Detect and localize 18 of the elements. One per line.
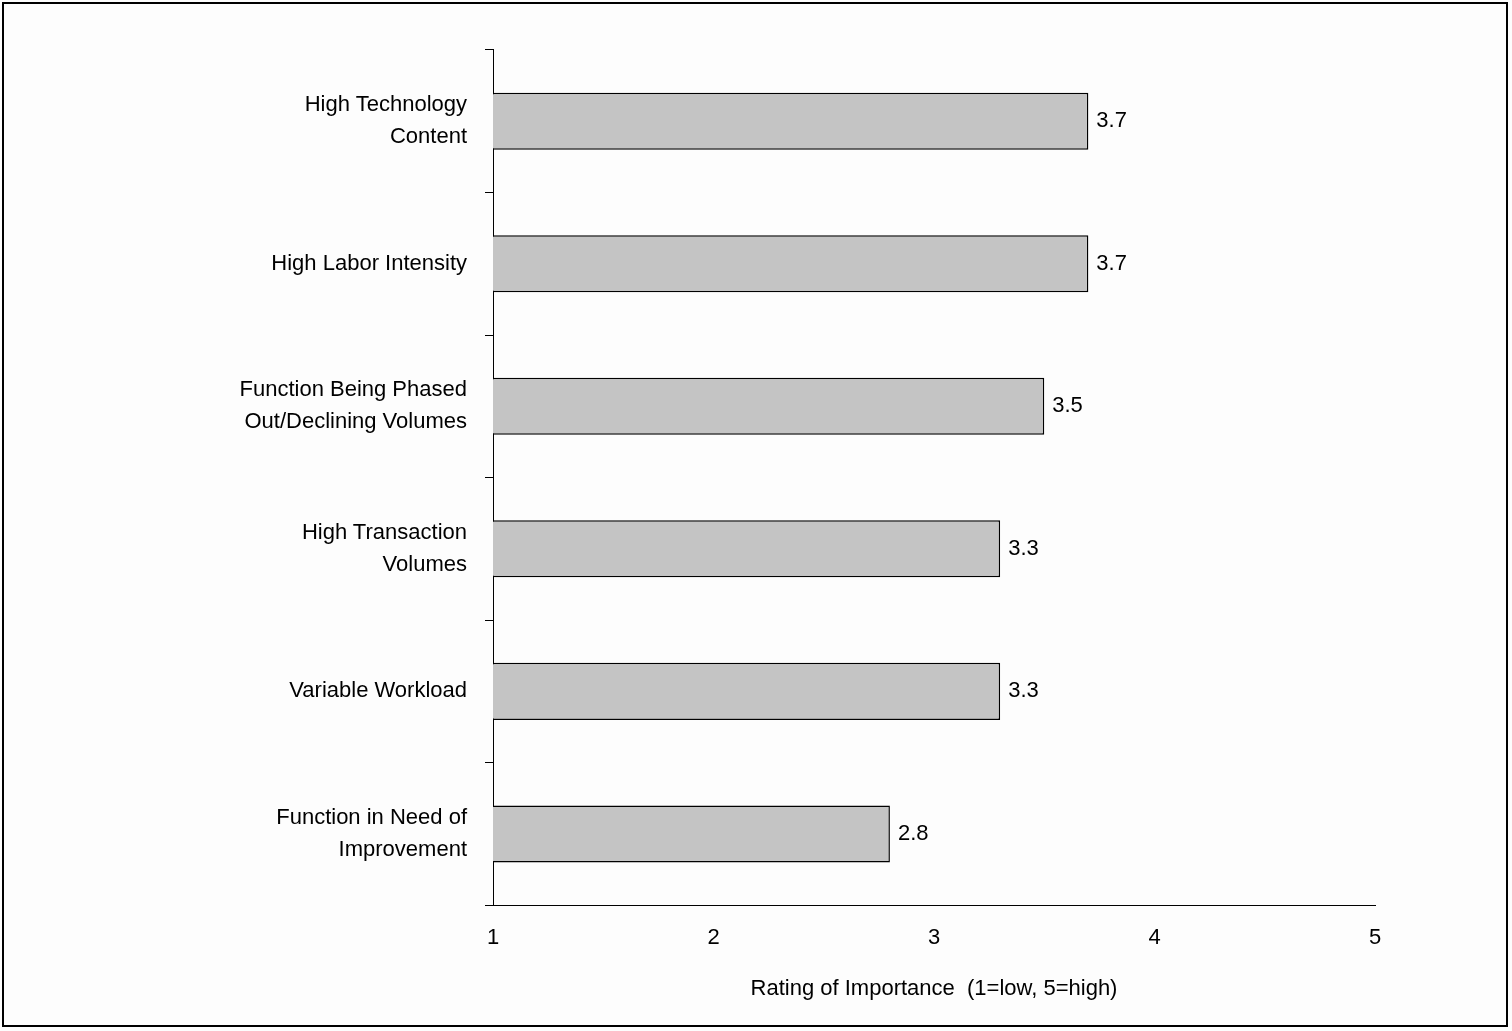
y-tick-label: Function Being Phased Out/Declining Volumes bbox=[239, 376, 467, 434]
data-label: 3.3 bbox=[1008, 677, 1039, 703]
x-tick-label: 2 bbox=[707, 924, 720, 950]
data-label: 3.7 bbox=[1096, 249, 1127, 275]
x-tick-label: 5 bbox=[1368, 924, 1382, 950]
x-tick-label: 4 bbox=[1148, 924, 1161, 950]
x-tick-label: 3 bbox=[927, 924, 941, 950]
y-tick-label: High Technology Content bbox=[304, 91, 467, 149]
data-label: 3.7 bbox=[1096, 107, 1127, 133]
y-tick-label: Function in Need of Improvement bbox=[276, 804, 468, 861]
data-label: 2.8 bbox=[897, 819, 929, 845]
data-label: 3.3 bbox=[1008, 534, 1039, 560]
data-label: 3.5 bbox=[1052, 392, 1083, 418]
x-tick-label: 1 bbox=[486, 924, 500, 950]
y-tick-label: High Labor Intensity bbox=[271, 249, 467, 275]
y-tick-label: High Transaction Volumes bbox=[301, 518, 467, 576]
y-tick-label: Variable Workload bbox=[289, 677, 467, 703]
x-axis-title: Rating of Importance (1=low, 5=high) bbox=[750, 974, 1118, 1000]
